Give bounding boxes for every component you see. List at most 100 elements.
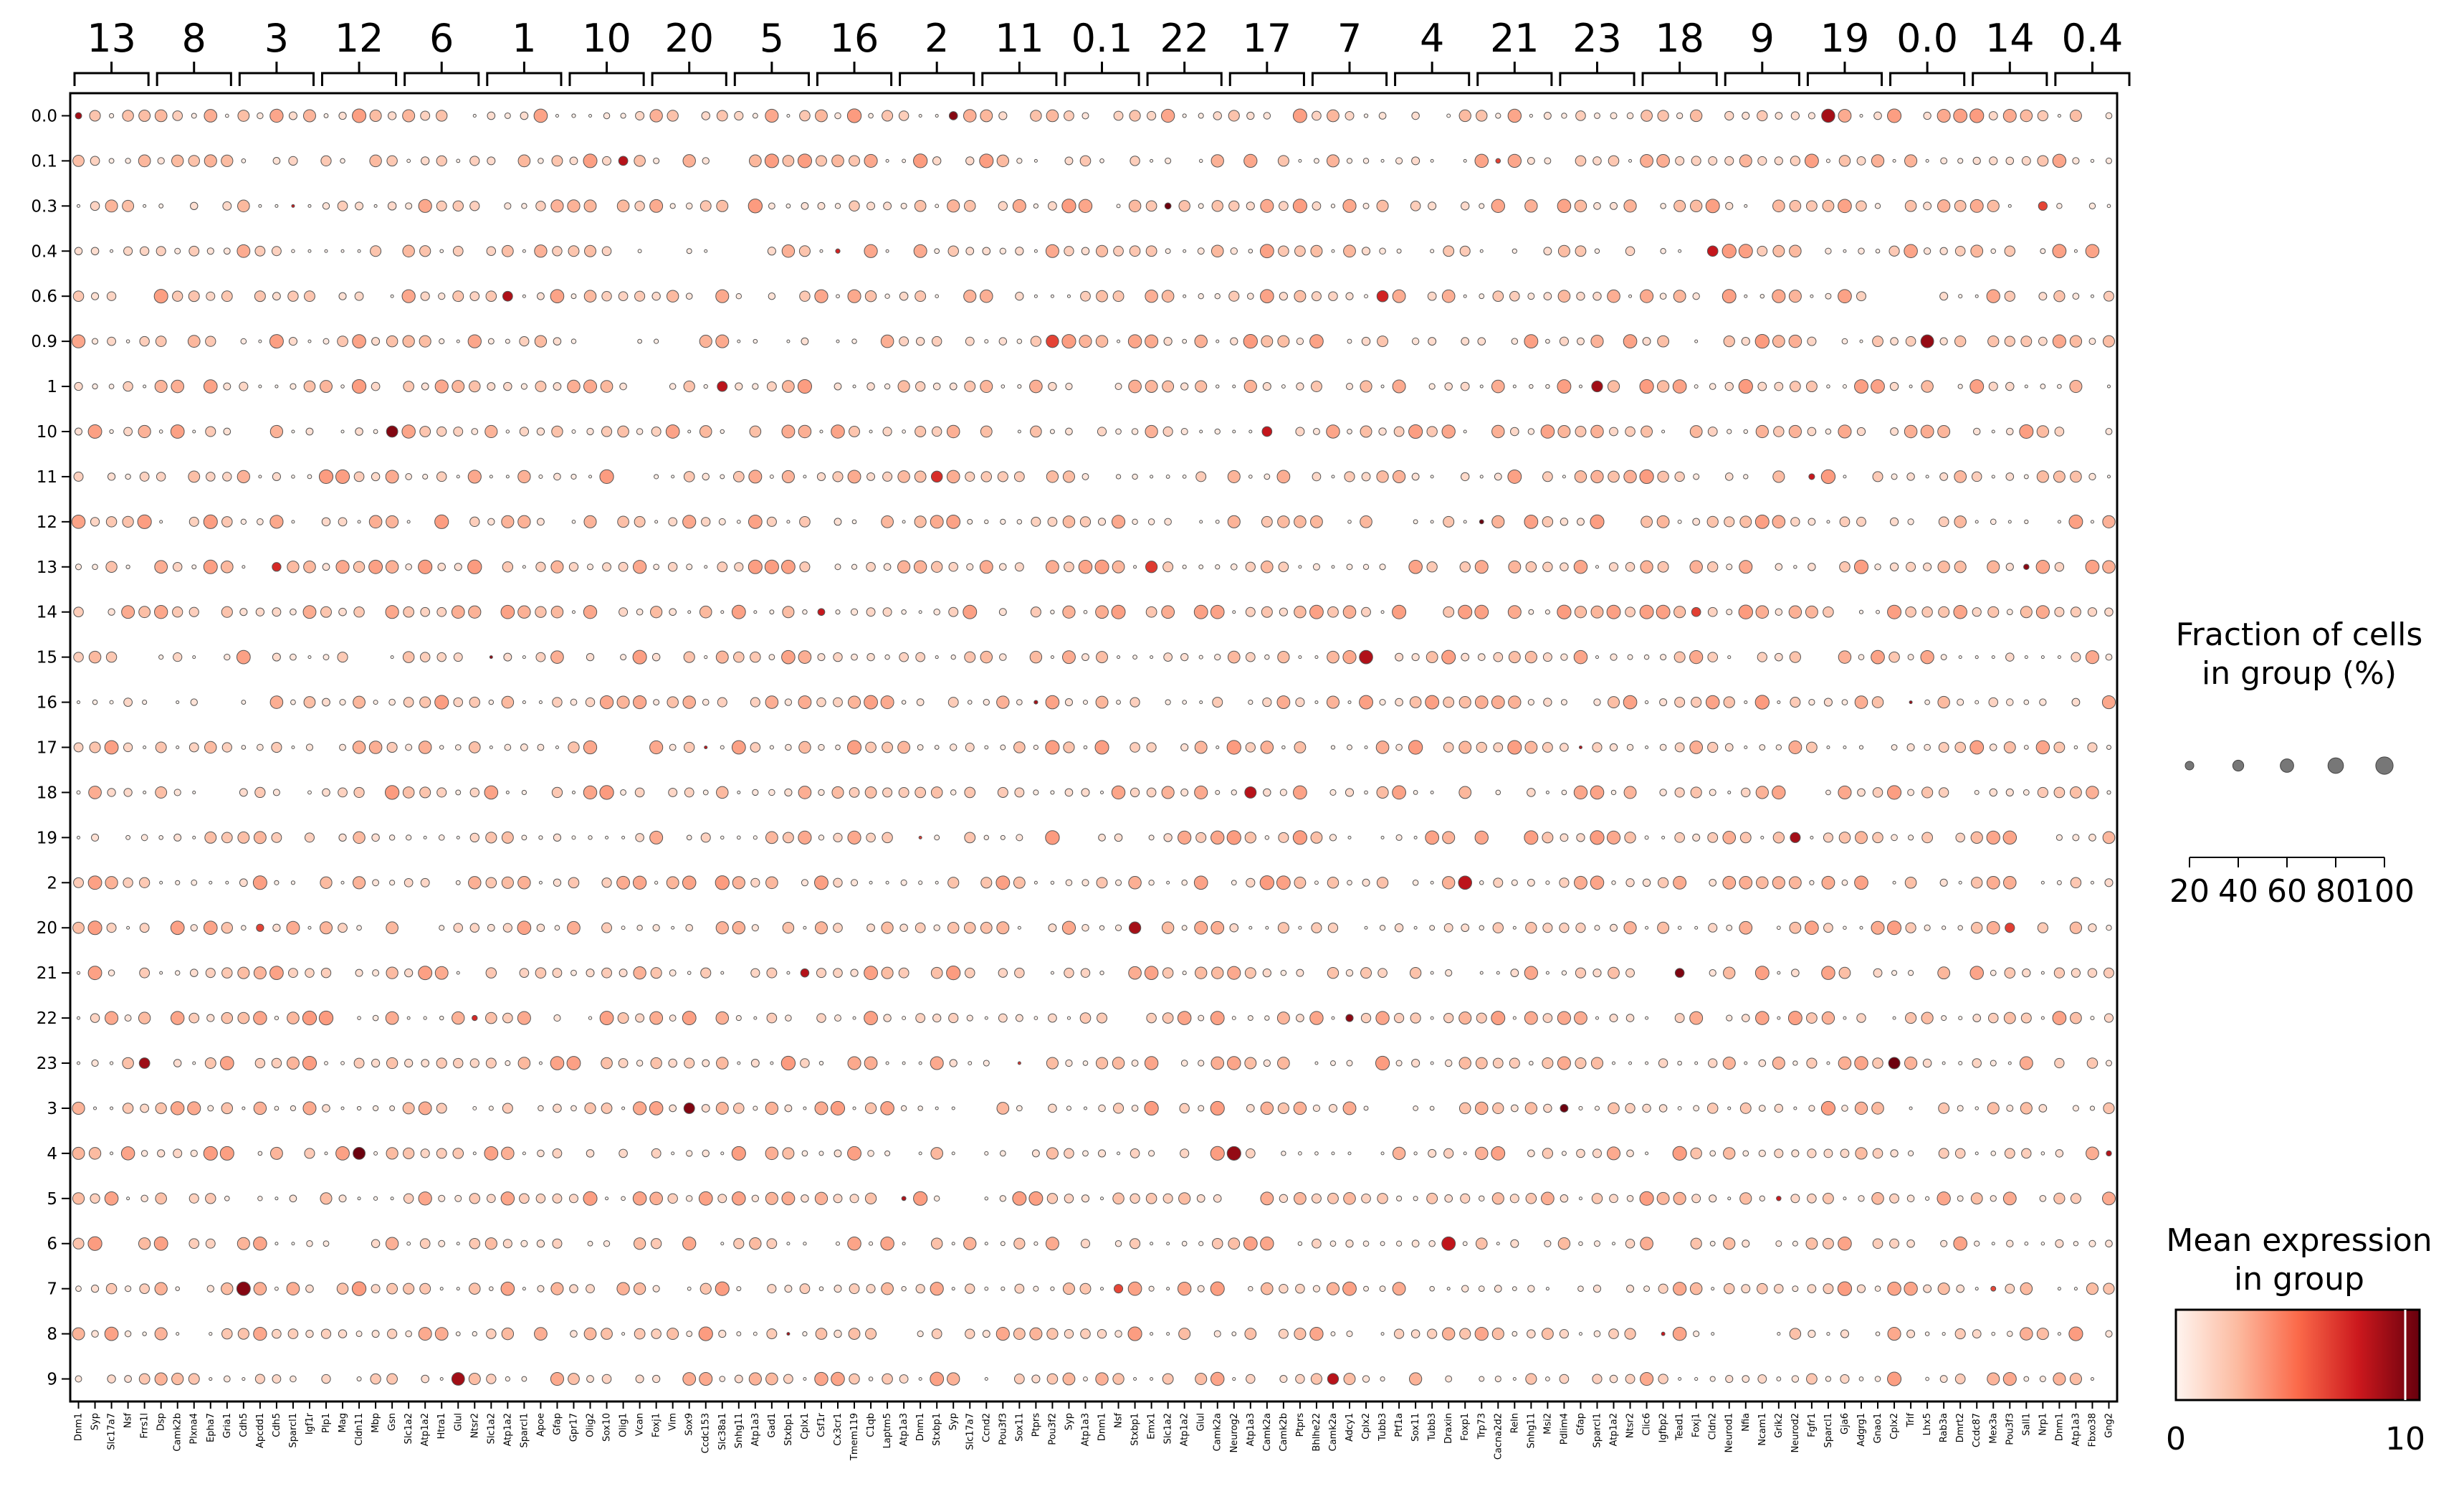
gene-label: Stxbp1 <box>932 1413 942 1446</box>
expression-dot <box>239 381 249 391</box>
group-label: 23 <box>1572 16 1622 61</box>
expression-dot <box>1079 335 1092 348</box>
expression-dot <box>73 652 84 662</box>
expression-dot <box>1395 698 1403 707</box>
expression-dot <box>1524 830 1539 845</box>
expression-dot <box>654 474 659 480</box>
expression-dot <box>983 1060 990 1067</box>
expression-dot <box>170 920 185 936</box>
expression-dot <box>1922 1058 1932 1068</box>
expression-dot <box>2055 834 2063 841</box>
expression-dot <box>1590 470 1604 484</box>
expression-dot <box>1774 156 1783 166</box>
expression-dot <box>1790 156 1800 166</box>
expression-dot <box>882 607 892 617</box>
expression-dot <box>914 470 927 483</box>
group-bracket <box>156 72 232 86</box>
expression-dot <box>700 967 712 979</box>
expression-dot <box>1178 200 1190 212</box>
expression-dot <box>1645 746 1649 749</box>
expression-dot <box>555 113 559 118</box>
group-label: 11 <box>995 16 1044 61</box>
expression-dot <box>1529 113 1533 118</box>
expression-dot <box>254 245 266 257</box>
expression-dot <box>272 923 281 932</box>
expression-dot <box>1560 518 1569 526</box>
expression-dot <box>1545 790 1549 794</box>
expression-dot <box>339 698 346 706</box>
expression-dot <box>765 1372 778 1386</box>
expression-dot <box>1330 1331 1336 1337</box>
expression-dot <box>125 834 131 840</box>
expression-dot <box>687 971 692 975</box>
expression-dot <box>570 293 577 300</box>
plot-frame <box>69 92 2119 1403</box>
expression-dot <box>1578 384 1582 389</box>
group-label: 16 <box>830 16 879 61</box>
expression-dot <box>488 1105 494 1111</box>
expression-dot <box>651 1328 662 1339</box>
expression-dot <box>1955 832 1965 843</box>
expression-dot <box>1639 469 1654 485</box>
expression-dot <box>1557 1237 1571 1250</box>
expression-dot <box>2089 1105 2096 1111</box>
expression-dot <box>1972 1058 1982 1068</box>
expression-dot <box>1099 970 1104 976</box>
expression-dot <box>1213 1330 1221 1338</box>
expression-dot <box>634 155 646 167</box>
gene-label: Plp1 <box>321 1413 332 1433</box>
expression-dot <box>1392 604 1407 619</box>
gene-label: Sox11 <box>1410 1413 1421 1442</box>
expression-dot <box>1461 652 1470 662</box>
expression-dot <box>1114 383 1122 391</box>
expression-dot <box>290 1105 297 1112</box>
expression-dot <box>1409 966 1422 979</box>
expression-dot <box>489 1286 494 1291</box>
expression-dot <box>780 1055 796 1071</box>
expression-dot <box>1181 880 1188 886</box>
expression-dot <box>685 202 693 210</box>
expression-dot <box>1360 967 1372 979</box>
expression-dot <box>1727 1106 1732 1110</box>
expression-dot <box>467 470 482 484</box>
expression-dot <box>318 1010 334 1026</box>
gene-label: Mbp <box>371 1413 381 1433</box>
expression-dot <box>803 1242 807 1246</box>
expression-dot <box>1430 971 1434 975</box>
expression-dot <box>1442 831 1456 844</box>
expression-dot <box>1595 1016 1599 1020</box>
expression-dot <box>1887 1327 1901 1341</box>
gene-label: Frrs1l <box>140 1413 151 1439</box>
expression-dot <box>731 604 746 619</box>
expression-dot <box>1673 1191 1686 1205</box>
expression-dot <box>519 968 530 978</box>
expression-dot <box>1958 880 1962 885</box>
expression-dot <box>1905 335 1916 347</box>
expression-dot <box>1046 1193 1059 1204</box>
row-label: 0.1 <box>31 152 57 171</box>
expression-dot <box>1723 1237 1736 1250</box>
expression-dot <box>1016 834 1023 842</box>
expression-dot <box>1789 651 1801 663</box>
expression-dot <box>72 1101 85 1115</box>
expression-dot <box>171 154 184 168</box>
expression-dot <box>1576 518 1585 526</box>
expression-dot <box>1230 337 1238 346</box>
expression-dot <box>172 562 183 572</box>
expression-dot <box>715 289 730 303</box>
expression-dot <box>237 1237 250 1250</box>
expression-dot <box>2023 745 2029 750</box>
expression-dot <box>1146 1012 1157 1024</box>
expression-dot <box>1166 1242 1170 1246</box>
expression-dot <box>1479 519 1484 525</box>
expression-dot <box>1062 1372 1076 1386</box>
expression-dot <box>883 1014 892 1022</box>
expression-dot <box>1064 1148 1074 1159</box>
expression-dot <box>1199 520 1203 524</box>
expression-dot <box>205 1238 216 1249</box>
expression-dot <box>1475 1237 1488 1250</box>
expression-dot <box>616 875 631 890</box>
expression-dot <box>1937 108 1951 123</box>
expression-dot <box>340 158 345 164</box>
expression-dot <box>553 337 562 346</box>
